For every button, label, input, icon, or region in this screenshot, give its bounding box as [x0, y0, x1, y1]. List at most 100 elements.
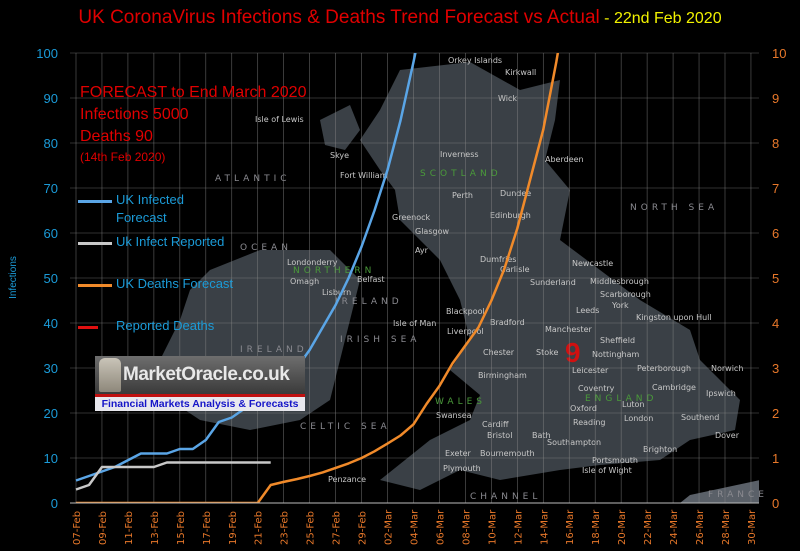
legend-item-reported-deaths: Reported Deaths	[78, 317, 276, 335]
grid	[70, 52, 759, 504]
map-label: Dover	[715, 431, 740, 440]
map-label: Nottingham	[592, 350, 639, 359]
x-tick-label: 04-Mar	[409, 509, 420, 545]
map-label: Scarborough	[600, 290, 651, 299]
y2-tick-label: 2	[772, 406, 779, 421]
map-label: Brighton	[643, 445, 677, 454]
x-tick-label: 16-Mar	[565, 509, 576, 545]
map-label: NORTHERN	[293, 266, 375, 276]
map-label: Ipswich	[706, 389, 736, 398]
map-label: FRANCE	[708, 490, 768, 500]
series-line-uk-infect-reported	[75, 461, 271, 491]
legend-swatch	[78, 284, 112, 287]
map-label: Omagh	[290, 277, 319, 286]
x-tick-label: 20-Mar	[617, 509, 628, 545]
map-label: Birmingham	[478, 371, 527, 380]
map-label: Isle of Man	[393, 319, 436, 328]
marketoracle-logo: MarketOracle.co.uk Financial Markets Ana…	[95, 356, 305, 414]
y-tick-label: 40	[44, 316, 58, 331]
map-label: Manchester	[545, 325, 592, 334]
y-tick-label: 10	[44, 451, 58, 466]
map-label: Sheffield	[600, 336, 635, 345]
x-tick-label: 23-Feb	[280, 511, 291, 545]
map-label: Coventry	[578, 384, 615, 393]
isle-of-lewis-shape	[320, 105, 360, 150]
y2-tick-label: 6	[772, 226, 779, 241]
map-label: CHANNEL	[470, 492, 541, 502]
y2-tick-label: 7	[772, 181, 779, 196]
map-label: Glasgow	[415, 227, 449, 236]
map-label: Peterborough	[637, 364, 691, 373]
y2-tick-label: 5	[772, 271, 779, 286]
map-label: WALES	[435, 397, 486, 407]
map-label: Londonderry	[287, 258, 338, 267]
map-label: Penzance	[328, 475, 366, 484]
x-tick-label: 13-Feb	[150, 511, 161, 545]
y2-tick-label: 8	[772, 136, 779, 151]
legend-item-deaths-forecast: UK Deaths Forecast	[78, 275, 236, 293]
x-tick-label: 24-Mar	[669, 509, 680, 545]
y-axis-label: Infections	[7, 256, 19, 299]
y-tick-label: 50	[44, 271, 58, 286]
map-label: Orkey Islands	[448, 56, 502, 65]
x-tick-label: 22-Mar	[643, 509, 654, 545]
map-label: CELTIC SEA	[300, 422, 391, 432]
map-label: Bristol	[487, 431, 512, 440]
map-label: Lisburn	[322, 288, 351, 297]
chart-title-main: UK CoronaVirus Infections & Deaths Trend…	[78, 7, 600, 28]
map-label: Norwich	[711, 364, 743, 373]
map-label: Leeds	[576, 306, 599, 315]
y-tick-label: 30	[44, 361, 58, 376]
map-label: London	[624, 414, 653, 423]
x-tick-label: 15-Feb	[176, 511, 187, 545]
map-label: Dundee	[500, 189, 531, 198]
map-label: Luton	[622, 400, 645, 409]
france-shape	[680, 480, 759, 503]
y2-tick-label: 1	[772, 451, 779, 466]
map-label: Bournemouth	[480, 449, 535, 458]
map-annotation-number: 9	[565, 337, 581, 368]
y-tick-label: 0	[51, 496, 58, 511]
forecast-note-line2: Infections 5000	[80, 106, 189, 123]
legend-swatch	[78, 200, 112, 203]
x-tick-label: 09-Feb	[98, 511, 109, 545]
legend-label: Uk Infect Reported	[116, 234, 225, 249]
x-tick-label: 02-Mar	[384, 509, 395, 545]
y2-tick-label: 0	[772, 496, 779, 511]
x-tick-label: 08-Mar	[461, 509, 472, 545]
map-label: York	[611, 301, 629, 310]
map-label: Aberdeen	[545, 155, 584, 164]
map-label: IRISH SEA	[340, 335, 420, 345]
map-label: Kirkwall	[505, 68, 536, 77]
map-label: SCOTLAND	[420, 169, 502, 179]
map-label: Ayr	[415, 246, 429, 255]
y2-tick-label: 4	[772, 316, 779, 331]
legend-swatch	[78, 326, 98, 329]
map-label: Inverness	[440, 150, 479, 159]
logo-tagline: Financial Markets Analysis & Forecasts	[95, 397, 305, 411]
legend-swatch	[78, 242, 112, 245]
x-tick-label: 07-Feb	[72, 511, 83, 545]
legend-label: UK Infected Forecast	[116, 192, 184, 225]
map-label: Greenock	[392, 213, 431, 222]
map-label: Cambridge	[652, 383, 696, 392]
x-tick-label: 18-Mar	[591, 509, 602, 545]
x-tick-label: 17-Feb	[202, 511, 213, 545]
x-tick-label: 26-Mar	[695, 509, 706, 545]
map-label: Exeter	[445, 449, 472, 458]
y2-tick-label: 3	[772, 361, 779, 376]
map-label: Leicester	[572, 366, 609, 375]
legend-item-infected-forecast: UK Infected Forecast	[78, 191, 236, 227]
forecast-note-line1: FORECAST to End March 2020	[80, 84, 307, 101]
x-tick-label: 10-Mar	[487, 509, 498, 545]
y-tick-label: 70	[44, 181, 58, 196]
map-label: Southampton	[547, 438, 601, 447]
x-tick-label: 14-Mar	[539, 509, 550, 545]
x-tick-label: 29-Feb	[358, 511, 369, 545]
legend-item-infect-reported: Uk Infect Reported	[78, 233, 236, 251]
map-label: Sunderland	[530, 278, 576, 287]
forecast-note-line4: (14th Feb 2020)	[80, 150, 166, 164]
logo-brand: MarketOracle.co.uk	[123, 364, 290, 385]
map-label: Swansea	[436, 411, 472, 420]
map-label: ENGLAND	[585, 394, 657, 404]
